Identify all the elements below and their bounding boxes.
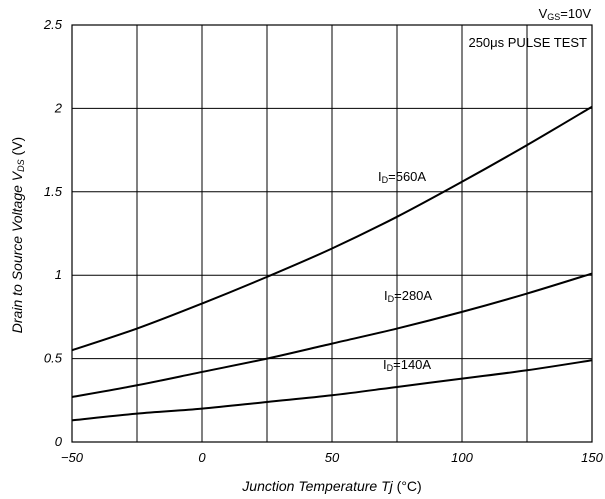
plot-frame: [71, 24, 593, 443]
series-lines: [71, 105, 593, 422]
y-tick-label: 0.5: [44, 351, 63, 366]
x-axis-title: Junction Temperature Tj (°C): [241, 478, 421, 494]
series-line-2: [71, 359, 593, 422]
y-tick-label: 1.5: [44, 184, 63, 199]
y-tick-label: 2: [54, 100, 63, 115]
series-label-140a: ID=140A: [383, 357, 431, 373]
grid-lines: [72, 25, 592, 442]
x-tick-label: 150: [581, 450, 603, 465]
x-tick-label: 100: [451, 450, 473, 465]
vgs-condition: VGS=10V: [539, 6, 592, 22]
x-tick-label: 0: [198, 450, 206, 465]
y-tick-label: 1: [55, 267, 62, 282]
series-line-0: [71, 105, 593, 352]
x-tick-label: −50: [61, 450, 84, 465]
pulse-test-condition: 250μs PULSE TEST: [468, 35, 587, 50]
y-axis-title: Drain to Source Voltage VDS (V): [9, 137, 26, 333]
y-tick-label: 0: [55, 434, 63, 449]
series-label-560a: ID=560A: [378, 169, 426, 185]
series-line-1: [71, 272, 593, 398]
x-tick-label: 50: [325, 450, 340, 465]
y-tick-label: 2.5: [43, 17, 63, 32]
series-label-280a: ID=280A: [384, 288, 432, 304]
